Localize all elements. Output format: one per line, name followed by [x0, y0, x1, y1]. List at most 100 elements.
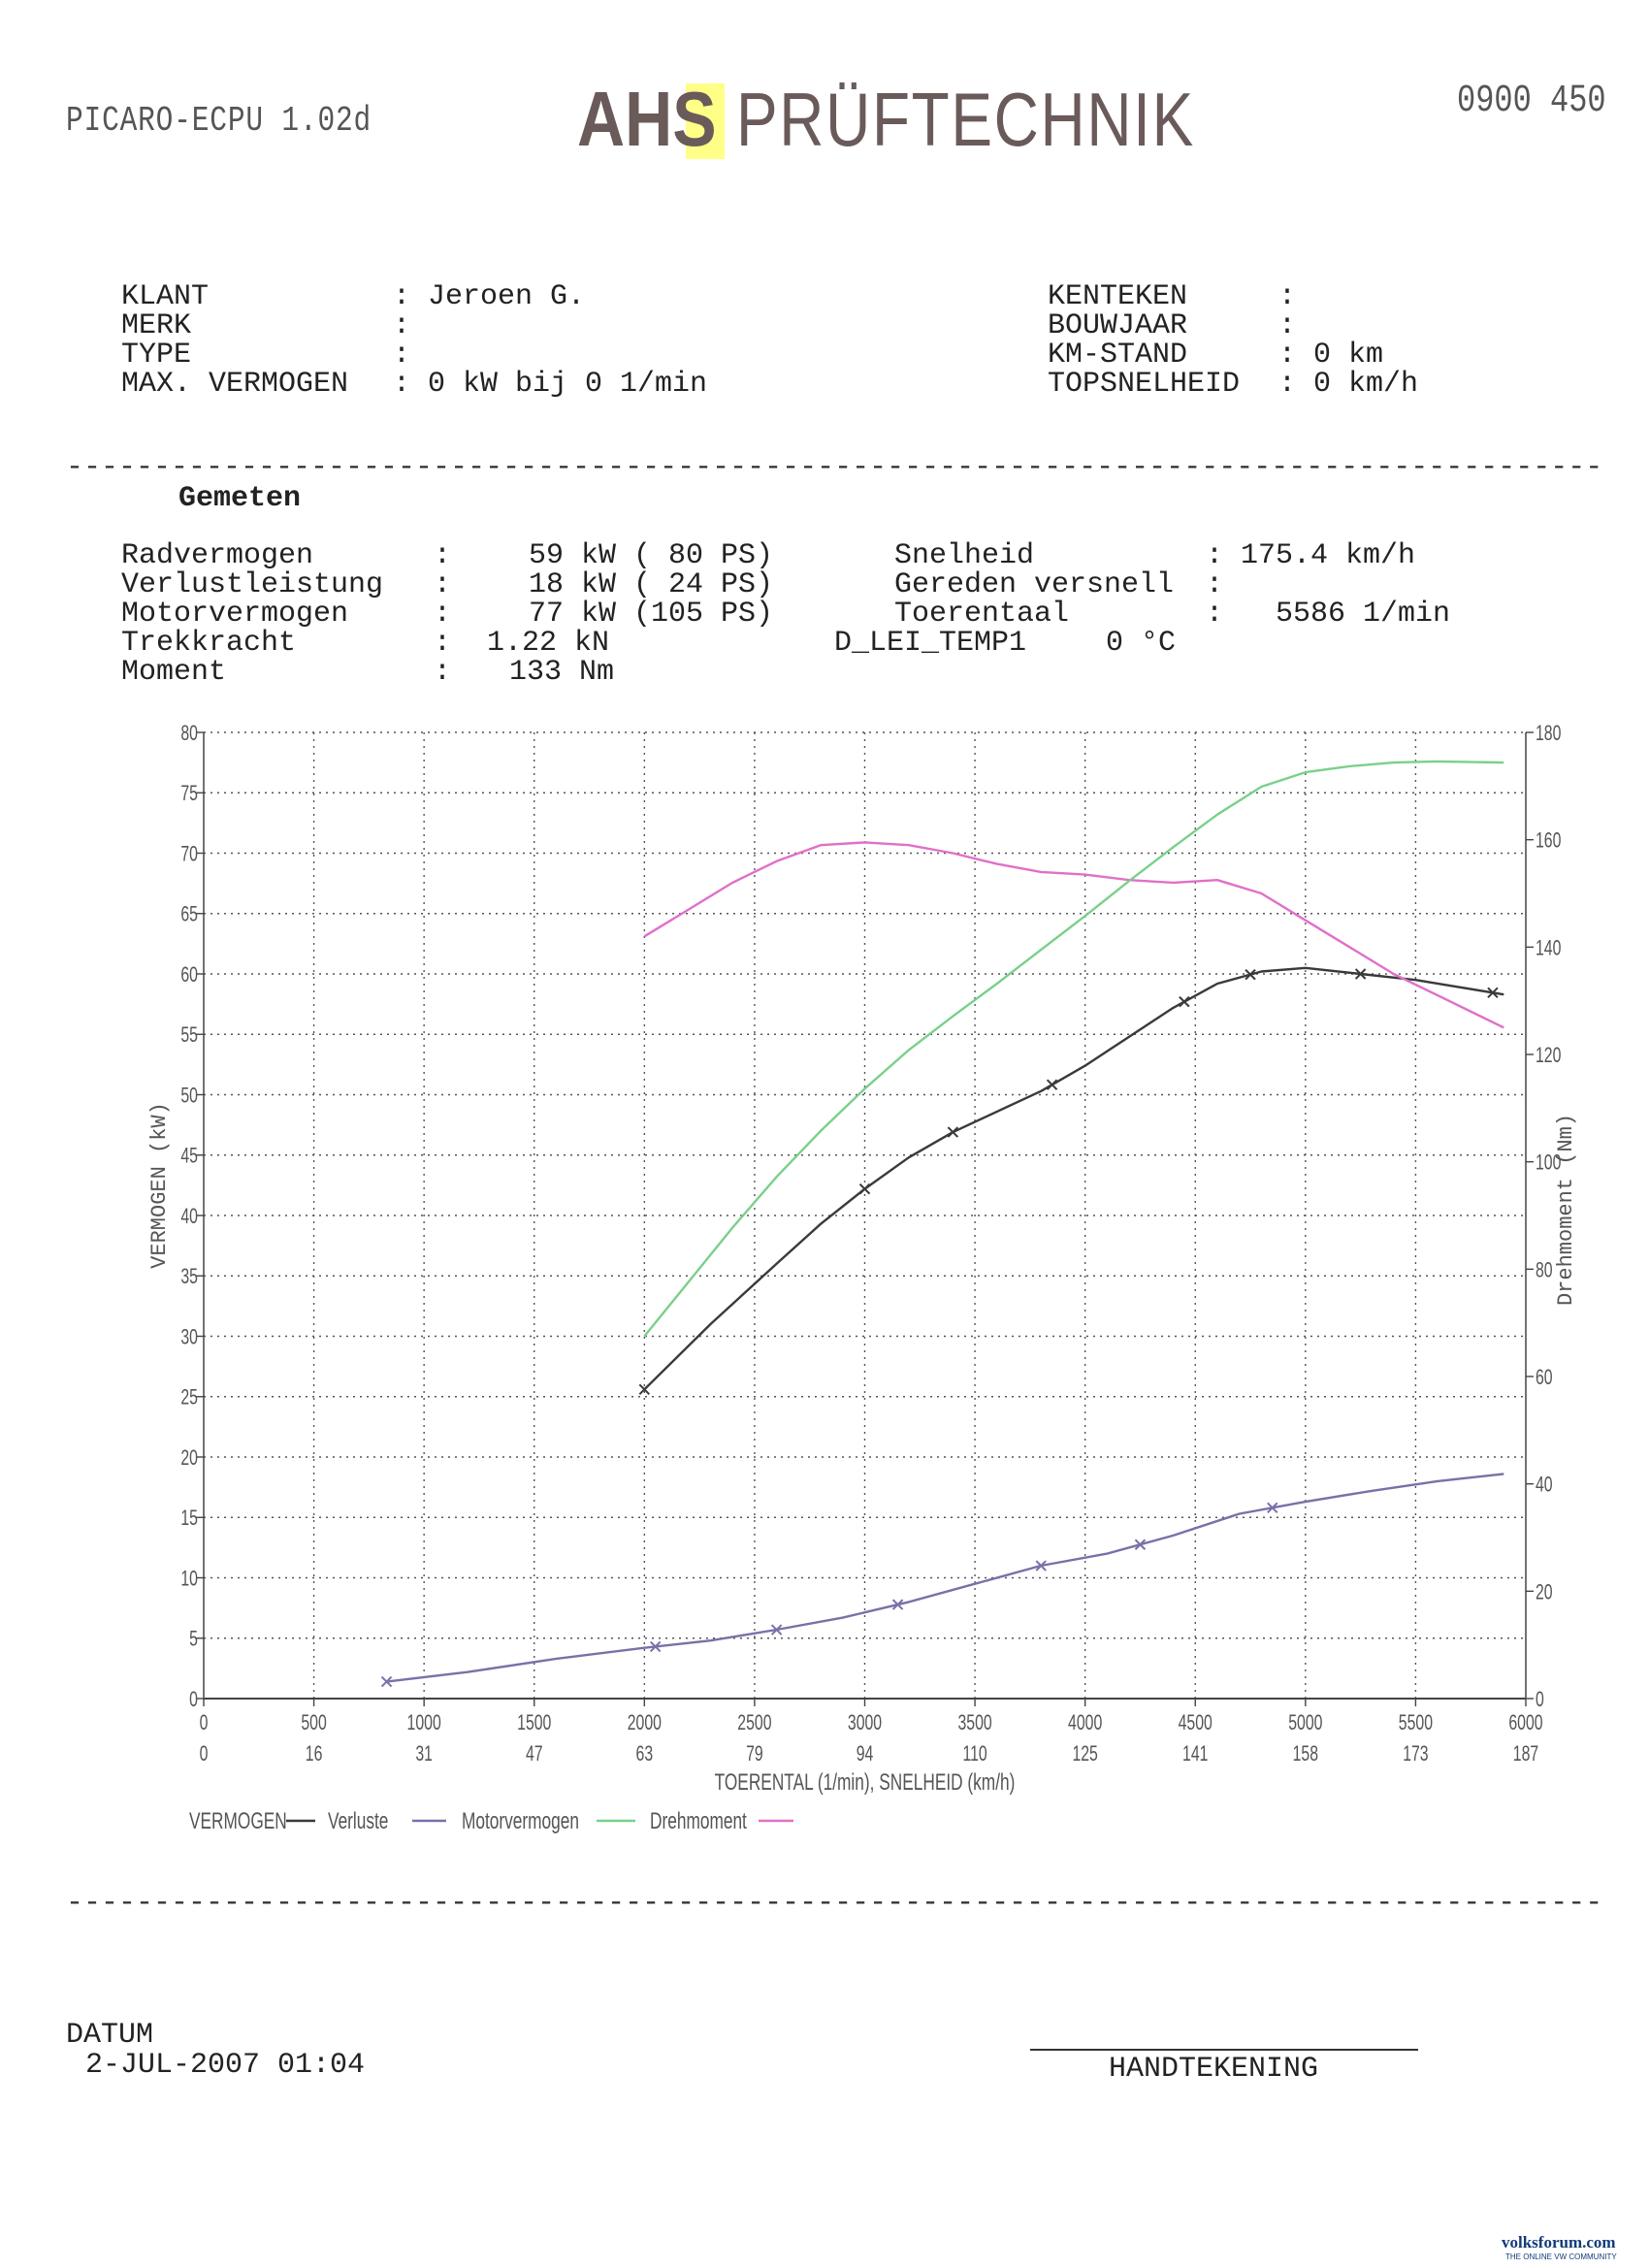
y-right-tick-label: 0 [1536, 1689, 1544, 1712]
measured-value-verlustleistung: 18 kW ( 24 PS) [529, 568, 774, 601]
legend-label: Verluste [328, 1808, 388, 1833]
info-label-km-stand: KM-STAND [1048, 339, 1188, 372]
x-tick-label: 0 [200, 1712, 209, 1735]
series-marker [947, 1126, 959, 1138]
series-marker [770, 1624, 783, 1636]
series-marker [858, 1183, 871, 1195]
y-left-tick-label: 50 [180, 1085, 198, 1108]
series-marker [638, 1383, 651, 1395]
y-right-tick-label: 80 [1536, 1259, 1553, 1282]
y-left-tick-label: 65 [180, 903, 198, 926]
measured-label-motorvermogen: Motorvermogen [121, 598, 349, 631]
x-tick-label: 4000 [1068, 1712, 1102, 1735]
x-speed-tick-label: 141 [1182, 1743, 1208, 1766]
legend-label: Drehmoment [650, 1808, 747, 1833]
x-speed-tick-label: 31 [415, 1743, 433, 1766]
series-marker [891, 1599, 904, 1610]
info-label-bouwjaar: BOUWJAAR [1048, 309, 1188, 342]
measured-value-snelheid: : 175.4 km/h [1206, 539, 1416, 572]
x-tick-label: 3500 [957, 1712, 991, 1735]
info-label-topsnelheid: TOPSNELHEID [1048, 368, 1241, 401]
x-speed-tick-label: 125 [1072, 1743, 1097, 1766]
datum-label: DATUM [66, 2019, 154, 2052]
watermark-sub: THE ONLINE VW COMMUNITY [1505, 2252, 1617, 2261]
y-right-tick-label: 120 [1536, 1045, 1561, 1068]
series-line-motorvermogen_green [643, 760, 1504, 1338]
measured-value-toerentaal: : 5586 1/min [1206, 598, 1451, 631]
series-marker [1046, 1079, 1058, 1090]
measured-label-moment: Moment [121, 656, 227, 689]
measured-value-radvermogen: 59 kW ( 80 PS) [529, 539, 774, 572]
x-speed-tick-label: 63 [636, 1743, 654, 1766]
x-tick-label: 3000 [848, 1712, 882, 1735]
measured-label-temp: D_LEI_TEMP1 [834, 627, 1027, 660]
series-marker [1487, 987, 1499, 999]
x-speed-tick-label: 187 [1513, 1743, 1538, 1766]
legend-label: Motorvermogen [462, 1808, 579, 1833]
x-tick-label: 500 [301, 1712, 326, 1735]
x-speed-tick-label: 79 [746, 1743, 763, 1766]
measured-value-trekkracht: 1.22 kN [487, 627, 610, 660]
x-tick-label: 2500 [737, 1712, 771, 1735]
brand-name: PRÜFTECHNIK [736, 77, 1195, 162]
x-speed-tick-label: 0 [200, 1743, 209, 1766]
y-left-tick-label: 60 [180, 964, 198, 988]
measured-label-radvermogen: Radvermogen [121, 539, 314, 572]
header-code: 0900 450 [1457, 80, 1606, 123]
info-value-km-stand: : 0 km [1278, 339, 1384, 372]
info-label-merk: MERK [121, 309, 192, 342]
info-value-max-vermogen: : 0 kW bij 0 1/min [393, 368, 708, 401]
y-left-tick-label: 70 [180, 843, 198, 866]
divider-bottom: ----------------------------------------… [66, 1887, 1606, 1920]
info-label-kenteken: KENTEKEN [1048, 280, 1188, 313]
y-left-axis-label: VERMOGEN (kW) [147, 1102, 172, 1269]
x-tick-label: 5000 [1288, 1712, 1322, 1735]
measured-label-toerentaal: Toerentaal [894, 598, 1070, 631]
x-tick-label: 1000 [407, 1712, 441, 1735]
y-left-tick-label: 40 [180, 1206, 198, 1229]
measured-label-gereden-versnell: Gereden versnell [894, 568, 1175, 601]
series-marker [1134, 1539, 1147, 1550]
info-value-kenteken: : [1278, 280, 1297, 313]
divider-top: ----------------------------------------… [66, 451, 1606, 484]
signature-line [1030, 2049, 1418, 2051]
x-tick-label: 5500 [1399, 1712, 1433, 1735]
series-line-verluste [643, 966, 1504, 1391]
series-marker [649, 1640, 662, 1653]
y-right-tick-label: 40 [1536, 1474, 1553, 1497]
x-tick-label: 4500 [1179, 1712, 1212, 1735]
y-right-axis-label: Drehmoment (Nm) [1554, 1114, 1578, 1306]
y-right-tick-label: 140 [1536, 937, 1561, 960]
device-model: PICARO-ECPU 1.02d [66, 101, 372, 141]
datum-value: 2-JUL-2007 01:04 [85, 2049, 366, 2082]
y-left-tick-label: 25 [180, 1386, 198, 1409]
y-left-tick-label: 75 [180, 783, 198, 806]
measured-sep: : [434, 598, 452, 631]
measured-label-trekkracht: Trekkracht [121, 627, 297, 660]
x-speed-tick-label: 110 [962, 1743, 986, 1766]
x-speed-tick-label: 158 [1293, 1743, 1318, 1766]
info-value-type: : [393, 339, 411, 372]
info-label-klant: KLANT [121, 280, 210, 313]
info-value-topsnelheid: : 0 km/h [1278, 368, 1419, 401]
y-left-tick-label: 55 [180, 1024, 198, 1048]
info-label-max-vermogen: MAX. VERMOGEN [121, 368, 349, 401]
measured-sep: : [434, 568, 452, 601]
measured-label-snelheid: Snelheid [894, 539, 1035, 572]
x-tick-label: 1500 [517, 1712, 551, 1735]
measured-value-motorvermogen: 77 kW (105 PS) [529, 598, 774, 631]
y-left-tick-label: 80 [180, 723, 198, 746]
y-left-tick-label: 45 [180, 1145, 198, 1168]
y-right-tick-label: 160 [1536, 829, 1561, 853]
dyno-chart: 0050016100031150047200063250079300094350… [147, 723, 1578, 1834]
signature-label: HANDTEKENING [1109, 2053, 1319, 2086]
measured-value-gereden-versnell: : [1206, 568, 1224, 601]
y-left-tick-label: 15 [180, 1507, 198, 1531]
y-right-tick-label: 20 [1536, 1581, 1553, 1604]
series-marker [1354, 968, 1367, 980]
watermark: volksforum.com [1502, 2233, 1616, 2252]
series-marker [380, 1675, 393, 1688]
x-speed-tick-label: 47 [526, 1743, 543, 1766]
x-speed-tick-label: 16 [306, 1743, 323, 1766]
info-value-klant: : Jeroen G. [393, 280, 586, 313]
